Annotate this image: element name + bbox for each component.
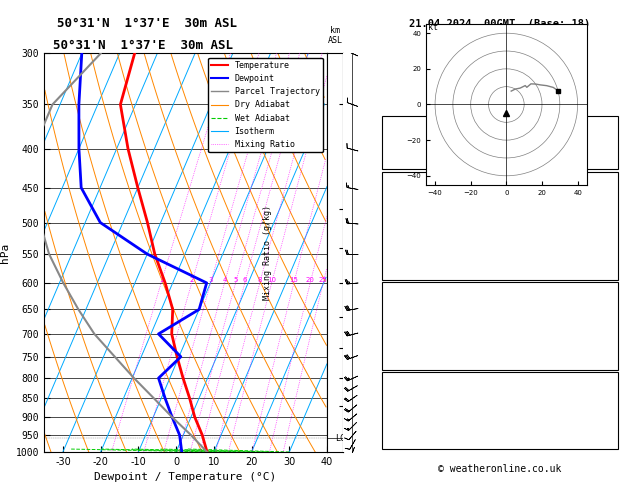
Text: CIN (J): CIN (J): [389, 267, 431, 278]
Text: StmSpd (kt): StmSpd (kt): [389, 436, 454, 446]
Text: K: K: [389, 120, 396, 130]
Text: 25: 25: [319, 277, 328, 283]
Text: EH: EH: [389, 390, 401, 400]
Text: 20: 20: [306, 277, 314, 283]
Text: PW (cm): PW (cm): [389, 156, 431, 165]
Text: 13: 13: [599, 329, 611, 339]
Y-axis label: Mixing Ratio (g/kg): Mixing Ratio (g/kg): [262, 205, 272, 300]
Y-axis label: hPa: hPa: [0, 243, 10, 263]
Text: 8: 8: [257, 277, 262, 283]
Text: 4: 4: [223, 277, 226, 283]
Text: 66: 66: [599, 252, 611, 262]
Text: 291: 291: [593, 221, 611, 231]
Text: CAPE (J): CAPE (J): [389, 343, 437, 353]
Text: LCL: LCL: [335, 434, 350, 443]
Text: Totals Totals: Totals Totals: [389, 138, 466, 148]
Text: 13: 13: [599, 236, 611, 246]
Text: 15: 15: [289, 277, 298, 283]
Text: Most Unstable: Most Unstable: [462, 285, 538, 295]
Title: 50°31'N  1°37'E  30m ASL: 50°31'N 1°37'E 30m ASL: [53, 39, 233, 52]
Text: © weatheronline.co.uk: © weatheronline.co.uk: [438, 464, 562, 474]
Text: -9: -9: [599, 120, 611, 130]
Text: 34: 34: [599, 138, 611, 148]
Text: 1024: 1024: [587, 299, 611, 309]
Text: 1.5: 1.5: [593, 205, 611, 215]
Bar: [382, 116, 618, 169]
Text: Temp (°C): Temp (°C): [389, 190, 443, 200]
Text: 5: 5: [233, 277, 238, 283]
Legend: Temperature, Dewpoint, Parcel Trajectory, Dry Adiabat, Wet Adiabat, Isotherm, Mi: Temperature, Dewpoint, Parcel Trajectory…: [208, 58, 323, 152]
Text: StmDir: StmDir: [389, 421, 425, 431]
Text: θₑ(K): θₑ(K): [389, 221, 419, 231]
Text: 1: 1: [159, 277, 164, 283]
Text: 15°: 15°: [593, 421, 611, 431]
Text: 3: 3: [208, 277, 213, 283]
Text: 50°31'N  1°37'E  30m ASL: 50°31'N 1°37'E 30m ASL: [57, 17, 237, 30]
Bar: [382, 282, 618, 370]
Text: θₑ (K): θₑ (K): [389, 314, 425, 324]
Text: 0.93: 0.93: [587, 156, 611, 165]
Text: 0: 0: [604, 358, 611, 368]
Bar: [382, 372, 618, 449]
Text: 6: 6: [243, 277, 247, 283]
Text: kt: kt: [428, 23, 438, 32]
Text: 66: 66: [599, 343, 611, 353]
Text: -5: -5: [599, 390, 611, 400]
Text: SREH: SREH: [389, 405, 413, 416]
Text: Hodograph: Hodograph: [474, 375, 526, 385]
Bar: [382, 172, 618, 280]
Text: km
ASL: km ASL: [328, 26, 342, 46]
Text: 291: 291: [593, 314, 611, 324]
Text: 2: 2: [189, 277, 194, 283]
Text: CAPE (J): CAPE (J): [389, 252, 437, 262]
Text: 43: 43: [599, 405, 611, 416]
Text: 21.04.2024  00GMT  (Base: 18): 21.04.2024 00GMT (Base: 18): [409, 19, 591, 29]
X-axis label: Dewpoint / Temperature (°C): Dewpoint / Temperature (°C): [94, 472, 277, 483]
Text: CIN (J): CIN (J): [389, 358, 431, 368]
Text: Lifted Index: Lifted Index: [389, 236, 460, 246]
Text: Dewp (°C): Dewp (°C): [389, 205, 443, 215]
Text: Lifted Index: Lifted Index: [389, 329, 460, 339]
Text: 0: 0: [604, 267, 611, 278]
Text: Pressure (mb): Pressure (mb): [389, 299, 466, 309]
Text: 8.2: 8.2: [593, 190, 611, 200]
Text: 33: 33: [599, 436, 611, 446]
Text: 10: 10: [267, 277, 276, 283]
Text: Surface: Surface: [479, 174, 521, 184]
